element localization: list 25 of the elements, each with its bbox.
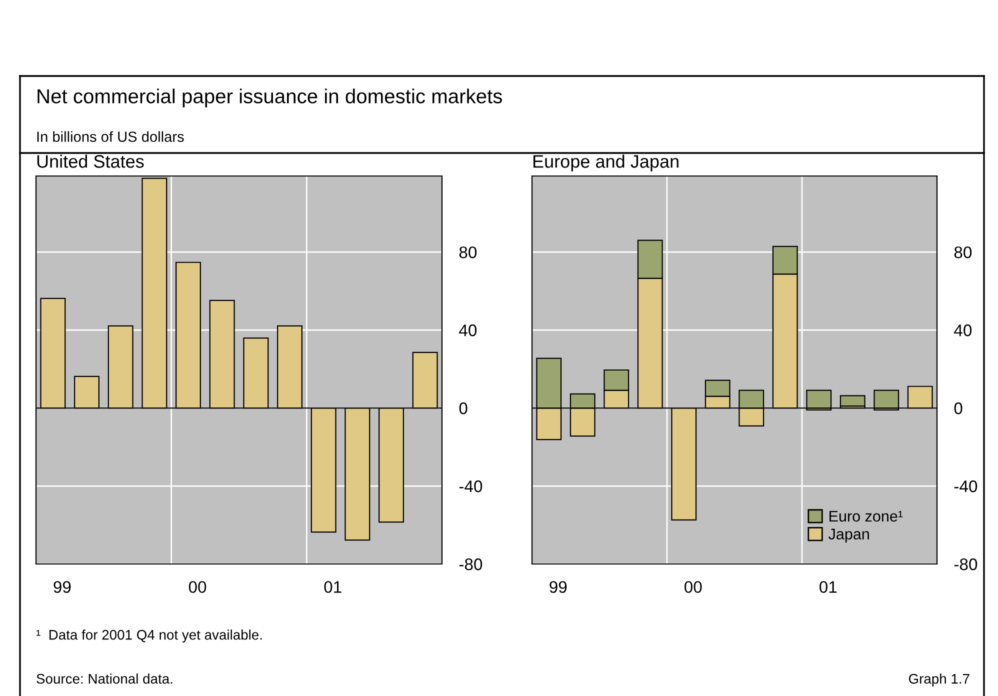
y-tick-label: 0	[954, 402, 962, 414]
x-tick-label: 99	[550, 581, 567, 593]
y-tick-label: 0	[459, 402, 468, 414]
legend-label: Euro zone¹	[830, 510, 903, 522]
chart-title: Europe and Japan	[533, 154, 678, 172]
caption: Graph 1.7	[908, 674, 970, 686]
y-tick-label: 80	[954, 246, 972, 258]
x-tick-label: 00	[188, 581, 206, 593]
x-tick-label: 01	[324, 581, 342, 593]
x-tick-label: 01	[820, 581, 837, 593]
legend-label: Japan	[828, 528, 869, 542]
text: ¹ Data for 2001 Q4 not yet available.	[36, 630, 262, 642]
chart-title: United States	[37, 154, 144, 168]
text: Net commercial paper issuance in domestic markets	[38, 88, 502, 108]
y-tick-label: 40	[459, 324, 477, 336]
x-tick-label: 00	[684, 581, 702, 593]
y-tick-label: -80	[459, 558, 482, 570]
y-tick-label: 40	[954, 324, 972, 336]
y-tick-label: -40	[954, 480, 978, 492]
y-tick-label: -80	[954, 558, 978, 570]
y-tick-label: -40	[459, 480, 482, 492]
source-note: Source: National data.	[36, 674, 172, 684]
x-tick-label: 99	[54, 581, 71, 593]
y-tick-label: 80	[459, 246, 477, 258]
text: In billions of US dollars	[37, 131, 184, 142]
